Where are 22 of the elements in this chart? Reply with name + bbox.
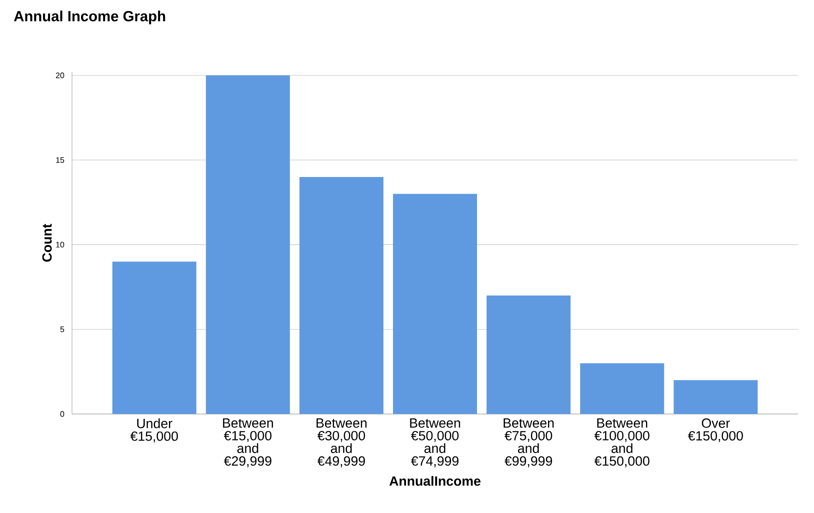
x-tick-label: Over €150,000 [688, 418, 743, 442]
y-tick-label: 10 [56, 242, 64, 248]
bar [674, 380, 758, 414]
x-tick-label: Between €15,000 and €29,999 [223, 418, 273, 468]
y-axis-title: Count [42, 224, 52, 262]
bar [206, 75, 290, 414]
chart-title: Annual Income Graph [14, 10, 166, 24]
x-tick-label: Between €75,000 and €99,999 [504, 418, 554, 468]
x-axis-title: AnnualIncome [389, 476, 480, 486]
y-tick-label: 20 [56, 72, 64, 78]
x-tick-label: Between €50,000 and €74,999 [410, 418, 460, 468]
y-tick-label: 5 [60, 326, 64, 332]
x-tick-label: Between €30,000 and €49,999 [316, 418, 367, 468]
x-tick-label: Under €15,000 [130, 418, 178, 442]
y-tick-label: 0 [60, 411, 64, 417]
bar [580, 363, 664, 414]
bar [393, 194, 478, 414]
bar [112, 262, 196, 414]
bar [299, 176, 384, 414]
y-tick-label: 15 [56, 157, 64, 163]
x-tick-label: Between €100,000 and €150,000 [594, 418, 650, 468]
bar [486, 295, 571, 414]
